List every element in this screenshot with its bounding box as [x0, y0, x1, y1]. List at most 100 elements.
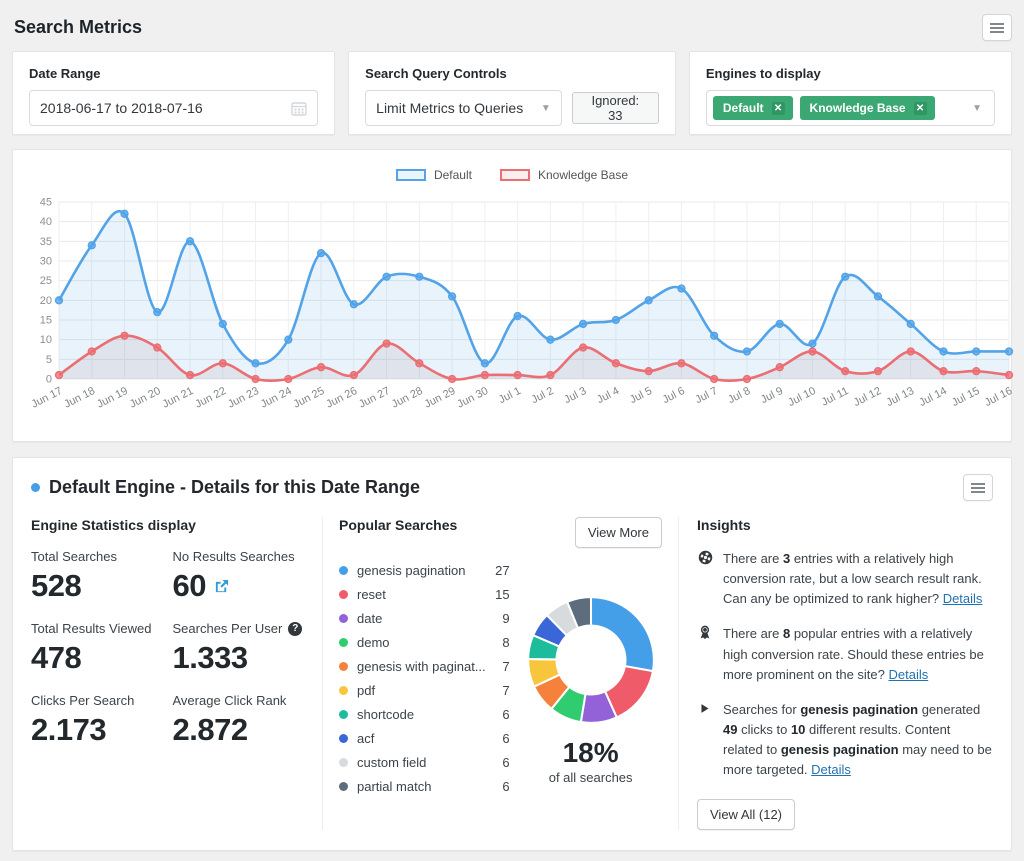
help-icon[interactable]: ? [288, 621, 303, 636]
external-link-icon[interactable] [214, 579, 229, 594]
engines-multiselect[interactable]: Default ✕ Knowledge Base ✕ ▼ [705, 90, 996, 126]
insights-heading: Insights [697, 517, 751, 533]
stat-label: Clicks Per Search [31, 693, 135, 708]
engine-tag: Knowledge Base ✕ [799, 96, 935, 120]
stat-value: 528 [31, 568, 82, 603]
legend-item-knowledge-base[interactable]: Knowledge Base [499, 168, 628, 182]
svg-text:25: 25 [40, 275, 52, 287]
svg-text:10: 10 [40, 334, 52, 346]
remove-tag-icon[interactable]: ✕ [771, 101, 785, 115]
insight-details-link[interactable]: Details [888, 666, 929, 682]
remove-tag-icon[interactable]: ✕ [913, 101, 927, 115]
stats-heading: Engine Statistics display [31, 517, 196, 533]
stat-block: No Results Searches 60 [173, 549, 307, 604]
term-color-dot [339, 566, 348, 575]
stat-value: 1.333 [172, 640, 249, 675]
limit-metrics-select[interactable]: Limit Metrics to Queries ▼ [365, 90, 562, 126]
svg-text:Jul 11: Jul 11 [820, 385, 851, 409]
svg-text:20: 20 [40, 295, 52, 307]
svg-text:Jul 7: Jul 7 [693, 385, 719, 406]
term-color-dot [339, 758, 348, 767]
term-label: custom field [357, 755, 427, 770]
term-color-dot [339, 638, 348, 647]
term-color-dot [339, 662, 348, 671]
insight-item: Searches for genesis pagination generate… [697, 700, 993, 781]
legend-swatch [499, 169, 530, 181]
engine-details-card: Default Engine - Details for this Date R… [12, 457, 1012, 852]
svg-text:5: 5 [46, 354, 52, 366]
term-count: 6 [502, 755, 510, 770]
term-label: pdf [357, 683, 376, 698]
insight-text: There are 8 popular entries with a relat… [723, 626, 984, 682]
date-range-label: Date Range [29, 66, 101, 81]
donut-caption: of all searches [548, 770, 633, 785]
term-count: 6 [502, 731, 510, 746]
term-label: partial match [357, 779, 432, 794]
popular-search-row: genesis pagination 27 [339, 563, 510, 578]
engine-tag: Default ✕ [712, 96, 793, 120]
svg-text:Jul 1: Jul 1 [497, 385, 523, 406]
svg-text:Jul 2: Jul 2 [530, 385, 556, 406]
chevron-down-icon: ▼ [972, 102, 983, 114]
term-label: acf [357, 731, 375, 746]
stat-block: Total Results Viewed 478 [31, 621, 165, 676]
svg-text:Jul 15: Jul 15 [950, 385, 982, 409]
date-range-input[interactable] [40, 100, 292, 116]
controls-row: Date Range Search Query Controls [12, 51, 1013, 135]
popular-search-row: date 9 [339, 611, 510, 626]
insight-text: Searches for genesis pagination generate… [723, 701, 992, 778]
svg-text:Jun 27: Jun 27 [357, 385, 392, 411]
calendar-icon [291, 101, 307, 116]
ignored-queries-button[interactable]: Ignored: 33 [571, 92, 659, 124]
term-label: reset [357, 587, 386, 602]
svg-text:Jul 3: Jul 3 [562, 385, 588, 406]
insight-details-link[interactable]: Details [942, 591, 983, 607]
popular-search-row: reset 15 [339, 587, 510, 602]
term-label: demo [357, 635, 390, 650]
term-count: 7 [502, 683, 510, 698]
popular-search-row: partial match 6 [339, 779, 510, 794]
details-options-button[interactable] [963, 474, 993, 501]
engine-statistics-panel: Engine Statistics display Total Searches… [31, 517, 323, 831]
svg-text:Jun 21: Jun 21 [161, 385, 196, 411]
term-count: 8 [502, 635, 510, 650]
popular-search-row: pdf 7 [339, 683, 510, 698]
term-label: genesis pagination [357, 563, 466, 578]
term-color-dot [339, 782, 348, 791]
term-count: 27 [495, 563, 510, 578]
svg-text:Jun 24: Jun 24 [259, 385, 294, 411]
svg-text:Jun 18: Jun 18 [62, 385, 97, 411]
svg-text:Jun 28: Jun 28 [390, 385, 425, 411]
engines-card: Engines to display Default ✕ Knowledge Ba… [688, 51, 1013, 135]
term-count: 15 [495, 587, 510, 602]
view-all-button[interactable]: View All (12) [697, 799, 796, 831]
donut-chart [526, 596, 655, 724]
legend-swatch [395, 169, 426, 181]
svg-text:Jul 10: Jul 10 [786, 385, 818, 409]
svg-text:Jul 9: Jul 9 [759, 385, 785, 406]
svg-text:0: 0 [46, 374, 52, 386]
term-count: 6 [502, 779, 510, 794]
insights-panel: Insights There are 3 entries with a rela… [679, 517, 993, 831]
stat-value: 60 [173, 568, 307, 604]
triangle-icon [701, 704, 709, 713]
term-count: 9 [502, 611, 510, 626]
view-more-button[interactable]: View More [574, 517, 662, 548]
query-controls-card: Search Query Controls Limit Metrics to Q… [348, 51, 676, 135]
insight-details-link[interactable]: Details [811, 762, 851, 778]
svg-text:Jun 25: Jun 25 [292, 385, 327, 411]
stat-label: Average Click Rank [172, 693, 287, 708]
top-bar: Search Metrics [12, 10, 1012, 51]
date-range-card: Date Range [12, 51, 336, 135]
svg-text:45: 45 [40, 197, 52, 209]
hamburger-icon [990, 21, 1004, 35]
insight-item: There are 3 entries with a relatively hi… [697, 549, 993, 609]
svg-text:Jun 30: Jun 30 [455, 385, 490, 411]
screen-options-button[interactable] [982, 14, 1012, 41]
popular-search-row: demo 8 [339, 635, 510, 650]
svg-text:Jun 19: Jun 19 [95, 385, 130, 411]
date-range-picker[interactable] [29, 90, 319, 126]
svg-text:Jun 23: Jun 23 [226, 385, 261, 411]
legend-item-default[interactable]: Default [395, 168, 472, 182]
popular-search-row: genesis with paginat... 7 [339, 659, 510, 674]
